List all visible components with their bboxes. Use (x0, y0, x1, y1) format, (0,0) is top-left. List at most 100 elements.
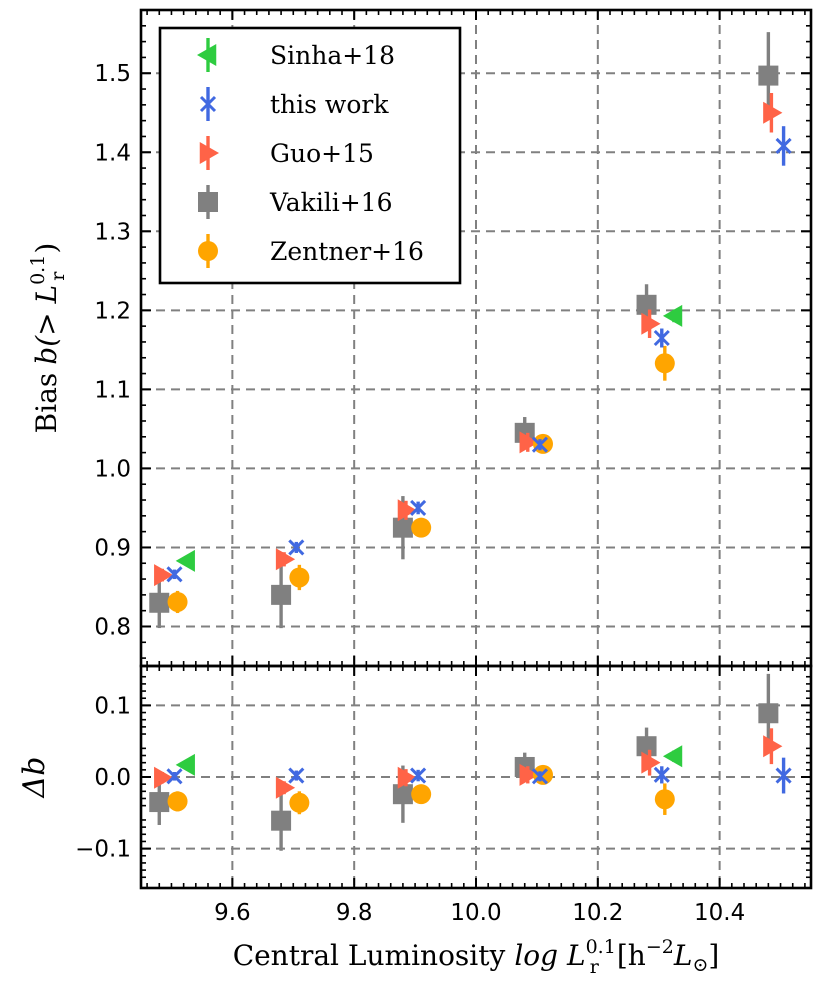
point-this-work (166, 566, 183, 583)
point-guo-15 (154, 564, 174, 587)
delta-point-sinha-18 (175, 753, 195, 776)
delta-point-sinha-18 (662, 745, 683, 768)
x-tick-label: 9.8 (336, 900, 373, 926)
point-vakili-16 (149, 592, 170, 613)
delta-point-this-work-stroke (775, 767, 792, 784)
point-guo-15 (397, 499, 417, 522)
delta-point-this-work (288, 767, 305, 784)
delta-point-guo-15 (763, 735, 783, 758)
point-this-work-stroke (653, 329, 670, 347)
point-zentner-16 (411, 517, 432, 538)
delta-point-zentner-16 (167, 791, 188, 812)
point-zentner-16 (289, 567, 310, 588)
x-axis-label-bracket-sup: −2 (646, 936, 674, 958)
delta-point-guo-15 (519, 763, 539, 786)
delta-point-guo-15 (275, 776, 296, 799)
top-y-axis-label-prefix: Bias (30, 373, 63, 434)
point-vakili-16 (758, 65, 779, 86)
point-this-work (531, 436, 549, 453)
delta-point-vakili-16 (271, 810, 292, 831)
delta-point-vakili-16 (758, 703, 779, 724)
x-axis-label-bracket-tail: L (673, 939, 693, 972)
delta-point-this-work (775, 767, 792, 784)
x-tick-label: 10.2 (572, 900, 623, 926)
point-this-work-stroke (775, 137, 792, 155)
legend-marker-guo-15 (199, 142, 219, 164)
top-y-tick-label: 0.9 (94, 535, 131, 561)
point-guo-15 (641, 312, 661, 335)
grid-top (141, 10, 811, 666)
delta-point-this-work (653, 766, 670, 783)
top-y-axis-label-close: ) (30, 243, 63, 254)
delta-point-this-work-stroke (166, 768, 183, 785)
tick-labels: 9.6 9.8 10.0 10.2 10.4 0.8 0.9 1.0 1.1 1.2 1.3 1.4 1… (75, 61, 745, 926)
bottom-y-tick-label: 0.1 (94, 693, 131, 719)
x-axis-label-bracket: [h (617, 939, 646, 972)
x-tick-label: 9.6 (214, 900, 251, 926)
x-axis-label-sup: 0.1 (586, 936, 616, 958)
point-this-work-stroke (288, 539, 305, 556)
point-sinha-18 (175, 549, 195, 572)
top-y-tick-label: 1.1 (94, 377, 131, 403)
x-axis-label-text: Central Luminosity (233, 939, 506, 972)
delta-point-vakili-16 (392, 784, 413, 805)
bottom-y-tick-label: 0.0 (94, 765, 131, 791)
x-axis-label-sub: r (590, 956, 600, 978)
legend-label-guo-15: Guo+15 (270, 139, 374, 168)
legend-marker-this-work-stroke (199, 95, 217, 113)
point-this-work (410, 499, 427, 516)
delta-point-guo-15 (641, 751, 661, 774)
legend-marker-this-work (199, 95, 217, 113)
point-zentner-16 (533, 433, 553, 454)
delta-point-zentner-16 (654, 789, 675, 810)
point-vakili-16 (636, 294, 657, 315)
top-y-tick-label: 1.4 (94, 140, 131, 166)
point-zentner-16 (654, 353, 675, 374)
point-guo-15 (519, 431, 539, 454)
bottom-panel-frame (139, 664, 813, 890)
top-y-tick-label: 1.2 (94, 298, 131, 324)
point-zentner-16 (167, 591, 188, 612)
point-guo-15 (275, 548, 296, 571)
point-this-work (775, 137, 792, 155)
x-axis-label-bracket-sub: ⊙ (692, 954, 708, 976)
top-y-tick-label: 1.5 (94, 61, 131, 87)
delta-point-zentner-16 (411, 784, 432, 805)
legend-label-sinha-18: Sinha+18 (270, 41, 395, 70)
delta-point-this-work (531, 768, 549, 785)
legend-label-zentner-16: Zentner+16 (270, 237, 424, 266)
point-this-work-stroke (410, 499, 427, 516)
x-axis-label: Central Luminosity log L0.1 r [h−2L⊙] (233, 936, 720, 978)
point-this-work (288, 539, 305, 556)
legend-label-vakili-16: Vakili+16 (269, 188, 393, 217)
top-y-tick-label: 1.0 (94, 456, 131, 482)
top-y-axis-label-sup: 0.1 (27, 255, 49, 285)
delta-point-this-work (166, 768, 183, 785)
marks-bottom (149, 673, 792, 851)
delta-point-this-work-stroke (653, 766, 670, 783)
delta-point-zentner-16 (289, 792, 310, 813)
x-tick-label: 10.0 (450, 900, 501, 926)
delta-point-guo-15 (397, 766, 417, 789)
delta-point-this-work (410, 767, 427, 784)
grid-bottom (141, 666, 811, 888)
point-vakili-16 (271, 584, 292, 605)
top-y-axis-label: Bias b(> L0.1r) (27, 243, 69, 434)
top-y-tick-label: 1.3 (94, 219, 131, 245)
point-this-work-stroke (166, 566, 183, 583)
x-axis-label-math: log L (514, 939, 585, 972)
delta-point-this-work-stroke (531, 768, 549, 785)
top-y-tick-label: 0.8 (94, 614, 131, 640)
delta-point-vakili-16 (636, 736, 657, 757)
bottom-y-tick-label: −0.1 (75, 837, 131, 863)
delta-point-this-work-stroke (288, 767, 305, 784)
bottom-y-axis-label: Δb (17, 757, 52, 799)
legend: Sinha+18 this work Guo+15 Vakili+16 Zentner+… (158, 26, 462, 285)
top-y-axis-label-math: b(> L (30, 285, 63, 365)
legend-marker-sinha-18 (197, 44, 217, 66)
point-this-work (653, 329, 670, 347)
legend-marker-zentner-16 (198, 241, 218, 261)
top-y-axis-label-sub: r (47, 271, 69, 281)
marks-top (149, 32, 792, 629)
